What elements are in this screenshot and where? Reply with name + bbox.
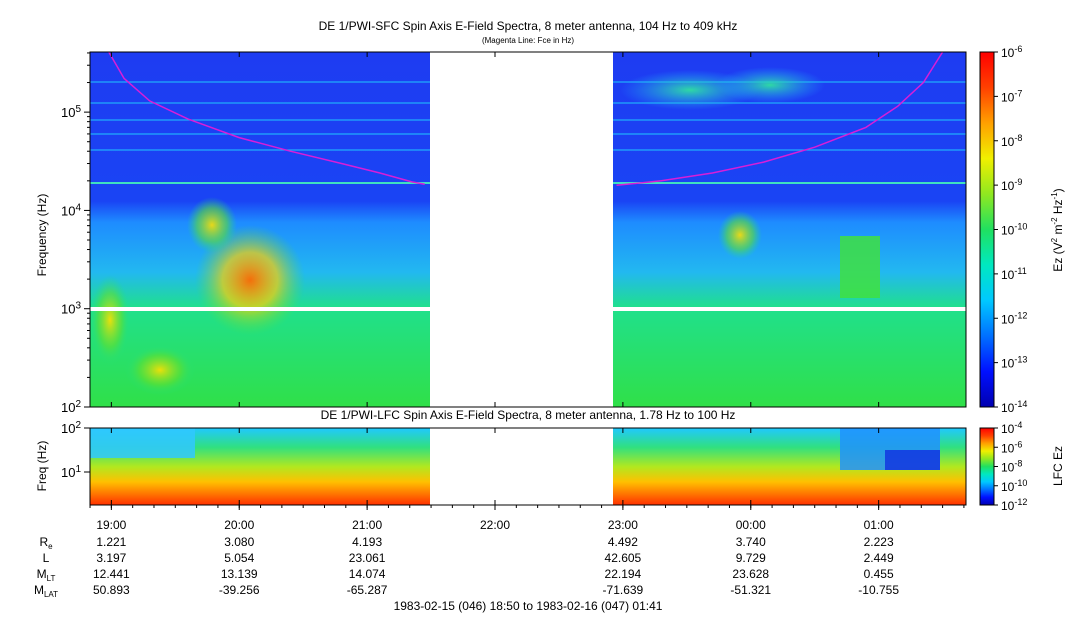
lfc-frame	[89, 427, 967, 506]
time-tick-label: 21:00	[352, 518, 382, 532]
fce-magenta-line	[616, 51, 944, 187]
fce-magenta-line	[108, 51, 425, 185]
time-tick-label: 22:00	[480, 518, 510, 532]
colorbar-tick-label: 10-13	[1001, 355, 1027, 371]
sfc-spectrogram	[89, 51, 967, 408]
sfc-y-tick-label: 103	[61, 301, 81, 317]
colorbar-tick-label: 10-9	[1001, 177, 1022, 193]
sfc-data-gap	[430, 52, 613, 407]
lfc-title: DE 1/PWI-LFC Spin Axis E-Field Spectra, …	[321, 408, 736, 422]
colorbar-tick-label: 10-11	[1001, 266, 1027, 282]
lfc-y-label: Freq (Hz)	[35, 441, 49, 492]
ephemeris-value: 0.455	[864, 567, 894, 581]
ephemeris-value: 3.197	[96, 551, 126, 565]
colorbar-tick-label: 10-8	[1001, 133, 1022, 149]
lfc-y-tick-label: 102	[61, 420, 81, 436]
colorbar-tick-label: 10-12	[1001, 497, 1027, 513]
colorbar-tick-label: 10-10	[1001, 222, 1027, 238]
ephemeris-value: -65.287	[347, 583, 388, 597]
ephemeris-value: 50.893	[93, 583, 130, 597]
sfc-title: DE 1/PWI-SFC Spin Axis E-Field Spectra, …	[319, 19, 738, 33]
ephemeris-value: 2.223	[864, 535, 894, 549]
lfc-quiet-region	[90, 428, 195, 458]
ephemeris-value: -71.639	[603, 583, 644, 597]
ephemeris-row-label: L	[43, 551, 50, 565]
lfc-y-axis: 101 102	[61, 420, 90, 480]
ephemeris-value: 4.492	[608, 535, 638, 549]
lfc-colorbar	[979, 427, 995, 506]
time-tick-label: 23:00	[608, 518, 638, 532]
ephemeris-value: 9.729	[736, 551, 766, 565]
lfc-y-tick-label: 101	[61, 464, 81, 480]
ephemeris-value: 5.054	[224, 551, 254, 565]
ephemeris-row-label: MLAT	[34, 583, 58, 599]
colorbar-tick-label: 10-8	[1001, 459, 1022, 475]
ephemeris-value: 3.080	[224, 535, 254, 549]
colorbar-tick-label: 10-14	[1001, 399, 1027, 415]
ephemeris-value: 4.193	[352, 535, 382, 549]
lfc-spectrogram	[89, 427, 967, 506]
sfc-y-label: Frequency (Hz)	[35, 194, 49, 277]
sfc-y-axis: 102 103 104 105	[61, 52, 90, 415]
colorbar-tick-label: 10-7	[1001, 88, 1022, 104]
sfc-emission-blob	[125, 345, 195, 395]
time-axis: 19:00 20:00 21:00 22:00 23:00 00:00 01:00	[89, 52, 965, 532]
ephemeris-value: -39.256	[219, 583, 260, 597]
ephemeris-value: 12.441	[93, 567, 130, 581]
lfc-data-gap	[430, 428, 613, 505]
time-tick-label: 20:00	[224, 518, 254, 532]
colorbar-tick-label: 10-12	[1001, 310, 1027, 326]
sfc-emission-blob	[715, 67, 825, 103]
lfc-colorbar-label: LFC Ez	[1051, 446, 1065, 486]
sfc-y-tick-label: 104	[61, 202, 81, 218]
sfc-colorbar-label: Ez (V2 m-2 Hz-1)	[1050, 188, 1065, 271]
sfc-emission-block	[840, 236, 880, 298]
sfc-frame	[89, 51, 967, 408]
ephemeris-row-label: MLT	[37, 567, 56, 583]
sfc-emission-blob	[718, 211, 762, 259]
ephemeris-value: 1.221	[96, 535, 126, 549]
time-range-footer: 1983-02-15 (046) 18:50 to 1983-02-16 (04…	[394, 599, 663, 613]
ephemeris-table: Re 1.221 3.080 4.193 4.492 3.740 2.223 L 3.197 5.…	[34, 535, 899, 599]
colorbar-tick-label: 10-6	[1001, 44, 1022, 60]
time-tick-label: 19:00	[96, 518, 126, 532]
ephemeris-row-label: Re	[39, 535, 53, 551]
ephemeris-value: -51.321	[730, 583, 771, 597]
ephemeris-value: 3.740	[736, 535, 766, 549]
colorbar-tick-label: 10-4	[1001, 420, 1022, 436]
colorbar-tick-label: 10-6	[1001, 439, 1022, 455]
sfc-y-tick-label: 102	[61, 399, 81, 415]
sfc-colorbar	[979, 51, 995, 408]
colorbar-tick-label: 10-10	[1001, 478, 1027, 494]
ephemeris-value: 2.449	[864, 551, 894, 565]
lfc-quiet-region	[885, 450, 940, 470]
ephemeris-value: 23.061	[349, 551, 386, 565]
lfc-colorbar-ticks: 10-4 10-6 10-8 10-10 10-12	[994, 420, 1027, 513]
ephemeris-value: 42.605	[605, 551, 642, 565]
sfc-colorbar-ticks: 10-6 10-7 10-8 10-9 10-10 10-11 10-12 10-13 10-1…	[994, 44, 1027, 415]
ephemeris-value: 22.194	[605, 567, 642, 581]
time-tick-label: 00:00	[736, 518, 766, 532]
ephemeris-value: 14.074	[349, 567, 386, 581]
sfc-subtitle: (Magenta Line: Fce in Hz)	[482, 36, 574, 45]
ephemeris-value: 13.139	[221, 567, 258, 581]
ephemeris-value: 23.628	[732, 567, 769, 581]
sfc-emission-blob	[187, 197, 237, 253]
sfc-y-tick-label: 105	[61, 104, 81, 120]
time-tick-label: 01:00	[864, 518, 894, 532]
sfc-emission-blob	[90, 275, 130, 365]
ephemeris-value: -10.755	[858, 583, 899, 597]
